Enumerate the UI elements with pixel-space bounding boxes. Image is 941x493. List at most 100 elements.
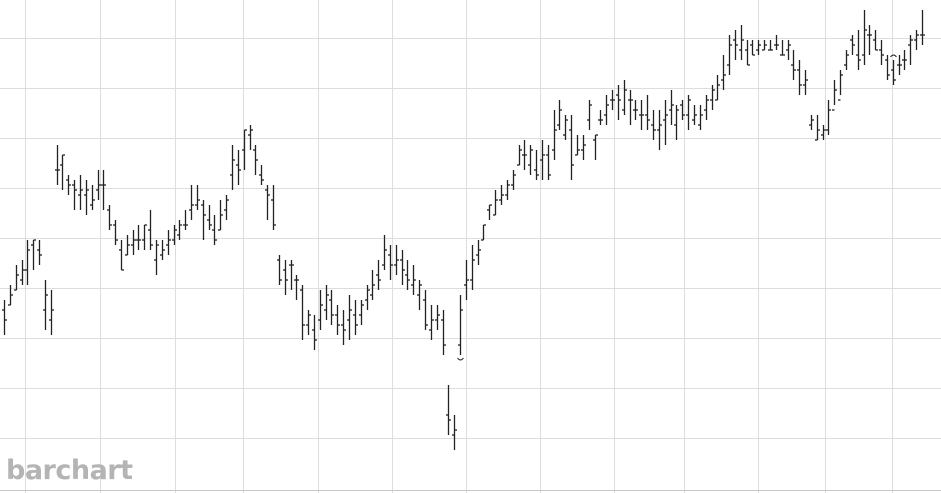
ohlc-bar xyxy=(733,30,738,60)
ohlc-bar xyxy=(394,245,399,275)
ohlc-bar xyxy=(657,110,662,150)
ohlc-bar xyxy=(552,110,557,160)
ohlc-bar xyxy=(452,415,457,450)
ohlc-bar xyxy=(283,260,288,295)
ohlc-bar xyxy=(645,95,650,130)
ohlc-bar xyxy=(522,140,527,170)
ohlc-bar xyxy=(318,290,323,330)
ohlc-bar xyxy=(131,230,136,255)
ohlc-bar xyxy=(441,310,446,355)
ohlc-bar xyxy=(540,140,545,180)
ohlc-bar xyxy=(470,245,475,290)
ohlc-bar xyxy=(856,30,861,70)
ohlc-bar xyxy=(382,235,387,270)
ohlc-bar xyxy=(780,40,785,56)
ohlc-bar xyxy=(300,285,305,340)
ohlc-bar xyxy=(511,170,516,190)
ohlc-bar xyxy=(289,260,294,290)
ohlc-bar xyxy=(487,204,492,220)
ohlc-bar xyxy=(31,239,36,270)
high-marker xyxy=(890,54,897,58)
ohlc-bar xyxy=(809,115,814,130)
ohlc-bar xyxy=(365,285,370,310)
ohlc-bar xyxy=(400,250,405,285)
ohlc-bar xyxy=(230,145,235,190)
ohlc-bar xyxy=(879,40,884,65)
ohlc-bar xyxy=(891,60,896,85)
ohlc-bar xyxy=(698,105,703,130)
ohlc-bar xyxy=(569,115,574,180)
ohlc-bar xyxy=(43,280,48,330)
ohlc-bar xyxy=(557,100,562,130)
ohlc-bar xyxy=(575,135,580,156)
ohlc-bar xyxy=(774,35,779,50)
ohlc-bar xyxy=(745,40,750,66)
ohlc-bar xyxy=(183,210,188,230)
ohlc-bar xyxy=(236,150,241,185)
ohlc-bar xyxy=(786,40,791,60)
ohlc-bar xyxy=(517,145,522,166)
ohlc-bar xyxy=(172,225,177,245)
ohlc-bar xyxy=(756,40,761,55)
ohlc-bar xyxy=(160,240,165,260)
ohlc-bar xyxy=(66,175,71,195)
ohlc-bar xyxy=(84,180,89,215)
ohlc-bar xyxy=(914,30,919,50)
ohlc-bar xyxy=(826,100,831,135)
ohlc-bar xyxy=(353,300,358,335)
ohlc-bar xyxy=(481,224,486,241)
ohlc-bar xyxy=(294,275,299,300)
ohlc-bar xyxy=(341,310,346,345)
ohlc-bar xyxy=(259,165,264,185)
ohlc-bar xyxy=(125,235,130,256)
ohlc-bar xyxy=(499,185,504,205)
ohlc-bar xyxy=(464,260,469,300)
ohlc-bar xyxy=(435,305,440,330)
low-marker xyxy=(457,357,464,361)
ohlc-bar xyxy=(721,55,726,90)
ohlc-bar xyxy=(423,290,428,330)
ohlc-bar xyxy=(639,100,644,130)
ohlc-bar xyxy=(411,265,416,295)
ohlc-bar xyxy=(704,95,709,120)
ohlc-bars xyxy=(2,10,925,450)
ohlc-bar xyxy=(803,70,808,95)
ohlc-bar xyxy=(248,125,253,150)
ohlc-bar xyxy=(2,300,7,335)
ohlc-bar xyxy=(335,305,340,335)
ohlc-bar xyxy=(897,55,902,75)
ohlc-bar xyxy=(370,270,375,300)
ohlc-bar xyxy=(376,260,381,290)
ohlc-bar xyxy=(674,105,679,140)
ohlc-bar xyxy=(493,190,498,216)
ohlc-bar xyxy=(850,35,855,55)
ohlc-bar xyxy=(458,295,463,355)
ohlc-bar xyxy=(815,115,820,141)
ohlc-bar xyxy=(534,150,539,180)
ohlc-bar xyxy=(669,90,674,125)
ohlc-bar xyxy=(329,290,334,325)
ohlc-bar xyxy=(212,215,217,245)
ohlc-bar xyxy=(189,185,194,220)
ohlc-bar xyxy=(14,265,19,291)
ohlc-bar xyxy=(119,240,124,271)
ohlc-bar xyxy=(663,100,668,145)
ohlc-bar xyxy=(177,220,182,240)
ohlc-bar xyxy=(604,95,609,125)
ohlc-bar xyxy=(920,10,925,45)
ohlc-bar xyxy=(429,305,434,340)
ohlc-bar xyxy=(727,35,732,75)
ohlc-bar xyxy=(8,285,13,306)
ohlc-bar xyxy=(867,25,872,55)
ohlc-bar xyxy=(25,240,30,285)
ohlc-bar xyxy=(505,180,510,200)
ohlc-bar xyxy=(616,85,621,120)
ohlc-bar xyxy=(750,40,755,56)
ohlc-bar xyxy=(622,80,627,115)
ohlc-bar xyxy=(78,175,83,210)
ohlc-bar xyxy=(154,240,159,275)
ohlc-bar xyxy=(242,129,247,170)
ohlc-bar xyxy=(581,135,586,160)
ohlc-bar xyxy=(101,170,106,210)
